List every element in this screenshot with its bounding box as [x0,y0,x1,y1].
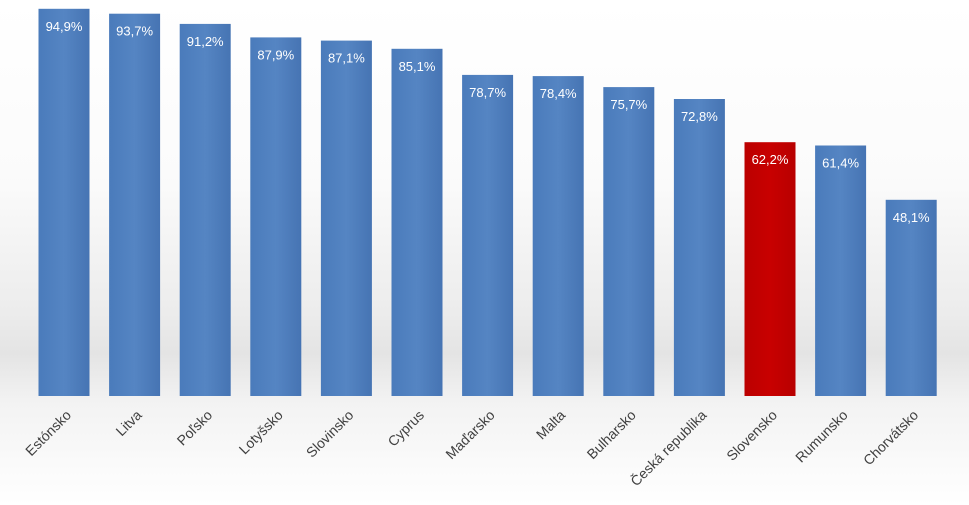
bar-4 [250,37,302,397]
category-label-1: Estónsko [22,407,74,459]
category-label-11: Slovensko [723,407,780,464]
category-label-12: Rumunsko [792,407,851,466]
value-label-4: 87,9% [257,47,294,62]
category-label-6: Cyprus [384,407,427,450]
category-label-10: Česká republika [627,407,709,489]
value-labels-group: 94,9% 93,7% 91,2% 87,9% 87,1% 85,1% 78,7% 78,4%… [46,19,931,225]
value-label-8: 78,4% [540,86,577,101]
value-label-13: 48,1% [893,210,930,225]
value-label-10: 72,8% [681,109,718,124]
category-label-3: Poľsko [174,407,216,449]
value-label-7: 78,7% [469,85,506,100]
category-label-7: Maďarsko [442,407,498,463]
bar-7 [462,74,514,397]
bar-9 [603,87,655,396]
bar-3 [179,23,231,397]
value-label-2: 93,7% [116,24,153,39]
bar-13 [885,199,937,396]
value-label-6: 85,1% [399,59,436,74]
category-label-9: Bulharsko [584,407,639,462]
bar-5 [320,40,372,396]
category-label-2: Litva [112,407,144,439]
bar-6 [391,48,443,397]
value-label-3: 91,2% [187,34,224,49]
bar-11 [744,142,796,396]
category-label-4: Lotyšsko [236,407,287,458]
category-labels-group: Estónsko Litva Poľsko Lotyšsko Slovinsko Cypr… [22,407,921,489]
value-label-11: 62,2% [752,152,789,167]
bars-group [38,8,937,397]
value-label-9: 75,7% [610,97,647,112]
category-label-5: Slovinsko [303,407,357,461]
value-label-5: 87,1% [328,51,365,66]
value-label-1: 94,9% [46,19,83,34]
category-label-8: Malta [533,407,569,443]
bar-2 [109,13,161,396]
bar-12 [815,145,867,396]
bar-8 [532,76,584,396]
value-label-12: 61,4% [822,156,859,171]
bar-10 [673,99,725,396]
category-label-13: Chorvátsko [860,407,922,469]
bar-1 [38,8,90,397]
